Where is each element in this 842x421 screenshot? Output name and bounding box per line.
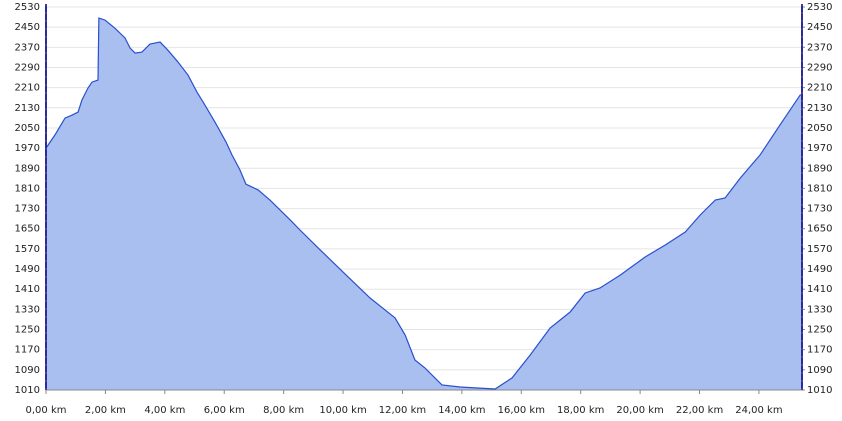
y-tick-label: 1490 xyxy=(15,264,40,275)
x-tick-label: 0,00 km xyxy=(26,405,67,416)
y-tick-label: 1330 xyxy=(15,304,40,315)
y-tick-label: 2450 xyxy=(15,22,40,33)
x-tick-label: 16,00 km xyxy=(498,405,545,416)
y2-tick-label: 2050 xyxy=(807,123,832,134)
y-tick-label: 1970 xyxy=(15,143,40,154)
y-tick-label: 2210 xyxy=(15,83,40,94)
y-tick-label: 2370 xyxy=(15,42,40,53)
x-tick-label: 20,00 km xyxy=(616,405,663,416)
x-tick-label: 10,00 km xyxy=(319,405,366,416)
y2-tick-label: 1410 xyxy=(807,284,832,295)
y2-tick-label: 1010 xyxy=(807,385,832,396)
y2-tick-label: 2290 xyxy=(807,62,832,73)
x-tick-label: 4,00 km xyxy=(144,405,185,416)
y-tick-label: 2130 xyxy=(15,103,40,114)
x-tick-label: 6,00 km xyxy=(204,405,245,416)
y2-tick-label: 1090 xyxy=(807,365,832,376)
y2-tick-label: 1250 xyxy=(807,325,832,336)
y-tick-label: 1570 xyxy=(15,244,40,255)
y2-tick-label: 2530 xyxy=(807,2,832,13)
y-tick-label: 1250 xyxy=(15,325,40,336)
y2-tick-label: 1570 xyxy=(807,244,832,255)
y2-tick-label: 1330 xyxy=(807,304,832,315)
elevation-line xyxy=(45,17,802,390)
y-tick-label: 2050 xyxy=(15,123,40,134)
y2-tick-label: 1170 xyxy=(807,345,832,356)
y-tick-label: 1090 xyxy=(15,365,40,376)
y-tick-label: 1010 xyxy=(15,385,40,396)
y-tick-label: 1890 xyxy=(15,163,40,174)
y-tick-label: 1410 xyxy=(15,284,40,295)
y2-tick-label: 1730 xyxy=(807,204,832,215)
x-tick-label: 24,00 km xyxy=(735,405,782,416)
x-tick-label: 12,00 km xyxy=(379,405,426,416)
y2-tick-label: 2130 xyxy=(807,103,832,114)
y-tick-label: 1170 xyxy=(15,345,40,356)
x-tick-label: 22,00 km xyxy=(676,405,723,416)
y2-tick-label: 2370 xyxy=(807,42,832,53)
y-tick-label: 1810 xyxy=(15,183,40,194)
area-fill xyxy=(46,18,802,390)
y2-tick-label: 1970 xyxy=(807,143,832,154)
x-tick-label: 8,00 km xyxy=(263,405,304,416)
y2-tick-label: 2450 xyxy=(807,22,832,33)
y2-tick-label: 1890 xyxy=(807,163,832,174)
y-tick-label: 1650 xyxy=(15,224,40,235)
y-tick-label: 2290 xyxy=(15,62,40,73)
y2-tick-label: 2210 xyxy=(807,83,832,94)
y-tick-label: 1730 xyxy=(15,204,40,215)
x-tick-label: 2,00 km xyxy=(85,405,126,416)
y2-tick-label: 1810 xyxy=(807,183,832,194)
y2-tick-label: 1650 xyxy=(807,224,832,235)
x-tick-label: 18,00 km xyxy=(557,405,604,416)
y-tick-label: 2530 xyxy=(15,2,40,13)
x-tick-label: 14,00 km xyxy=(438,405,485,416)
y2-tick-label: 1490 xyxy=(807,264,832,275)
